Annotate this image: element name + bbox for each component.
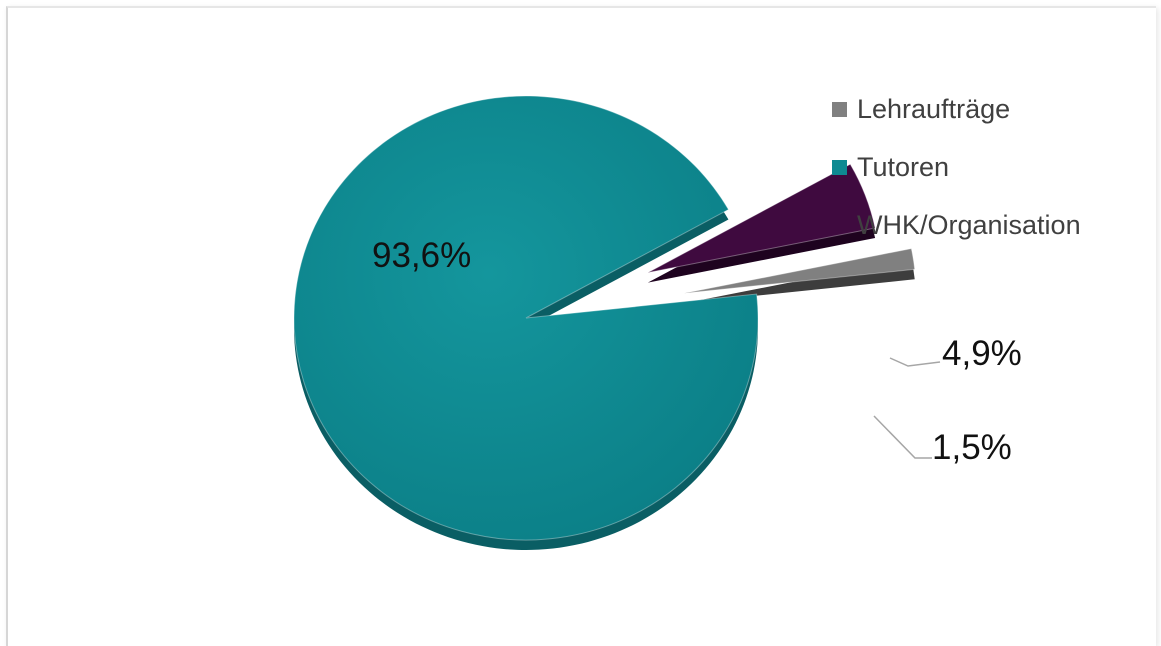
slice-tutoren [294,96,758,540]
data-label-tutoren: 93,6% [372,236,471,276]
pie-top-layer [294,96,915,540]
data-label-lehrauftraege: 1,5% [932,428,1012,468]
legend-swatch-tutoren [832,160,847,175]
legend-item-whk-organisation: WHK/Organisation [832,196,1081,254]
legend-swatch-whk-organisation [832,218,847,233]
legend-item-tutoren: Tutoren [832,138,1081,196]
legend: Lehraufträge Tutoren WHK/Organisation [832,80,1081,254]
leader-line-lehrauftr-ge [874,416,932,458]
legend-swatch-lehrauftraege [832,102,847,117]
legend-label-lehrauftraege: Lehraufträge [857,94,1010,125]
leader-lines [874,358,940,458]
legend-label-whk-organisation: WHK/Organisation [857,210,1081,241]
leader-line-whk-organisation [890,358,940,366]
legend-label-tutoren: Tutoren [857,152,949,183]
data-label-whk-organisation: 4,9% [942,334,1022,374]
legend-item-lehrauftraege: Lehraufträge [832,80,1081,138]
